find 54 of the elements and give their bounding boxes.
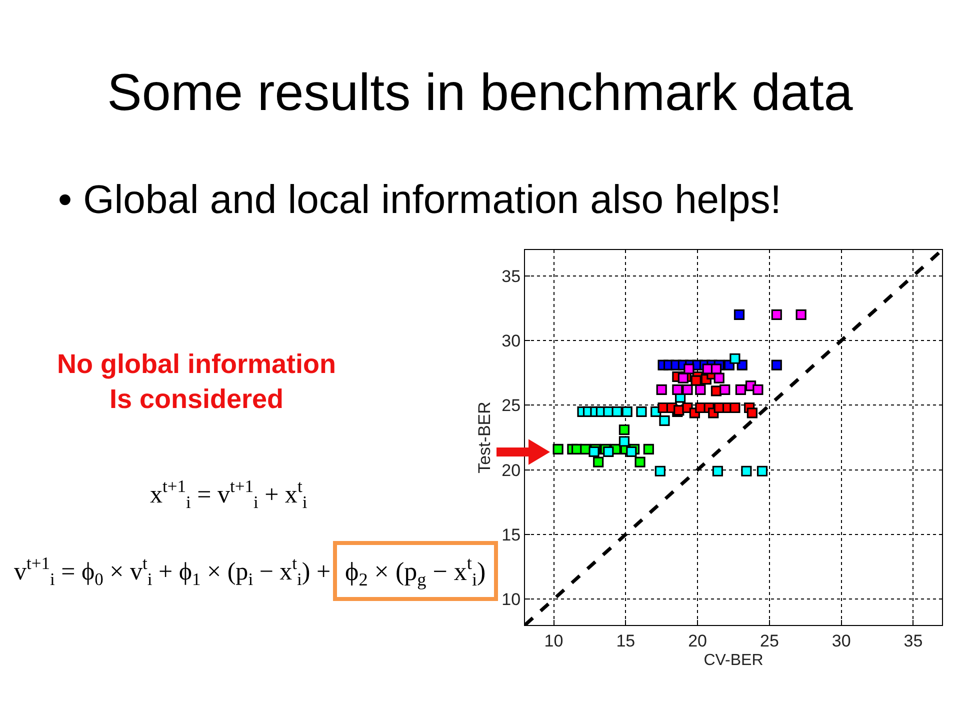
y-tick-label: 10 xyxy=(502,590,521,610)
point xyxy=(618,436,630,447)
point xyxy=(695,384,706,395)
x-tick-label: 20 xyxy=(688,631,708,650)
text: ϕ$_{2}$ × (p$_{g}$ − x$^{t}$$_{i}$) xyxy=(345,553,486,590)
point xyxy=(752,384,764,395)
y-tick-label: 20 xyxy=(502,460,521,480)
point xyxy=(741,466,752,476)
point xyxy=(710,364,722,374)
point xyxy=(735,384,746,395)
point xyxy=(714,372,724,384)
y-tick-label: 35 xyxy=(502,266,521,286)
x-tick-label: 35 xyxy=(904,631,923,650)
point xyxy=(654,466,666,476)
point xyxy=(659,415,670,426)
point xyxy=(626,446,637,458)
point xyxy=(734,309,745,320)
point xyxy=(603,446,614,458)
point xyxy=(796,309,806,320)
point xyxy=(756,466,768,476)
point xyxy=(622,406,632,417)
point xyxy=(656,384,667,395)
chart-subtitle: • Global and local information also helps! xyxy=(58,178,782,222)
point xyxy=(552,444,564,454)
x-tick-label: 30 xyxy=(832,631,851,650)
point xyxy=(712,466,723,476)
point xyxy=(643,444,654,454)
point xyxy=(730,402,740,414)
point xyxy=(593,456,604,468)
point xyxy=(771,360,782,370)
point xyxy=(720,384,730,395)
x-axis-title: CV-BER xyxy=(704,652,764,670)
chart-title: Some results in benchmark data xyxy=(107,64,853,122)
point xyxy=(771,309,782,320)
point xyxy=(672,384,683,395)
point xyxy=(636,406,647,417)
y-tick-label: 30 xyxy=(502,331,521,350)
y-tick-label: 15 xyxy=(502,525,521,544)
x-tick-label: 15 xyxy=(616,631,636,650)
x-tick-label: 10 xyxy=(544,631,564,650)
y-axis-title: Test-BER xyxy=(475,402,494,474)
text: No global information Is considered xyxy=(57,349,336,414)
point xyxy=(612,406,622,417)
point xyxy=(730,353,740,364)
point xyxy=(588,446,600,458)
point xyxy=(682,384,693,395)
x-tick-label: 25 xyxy=(760,631,779,650)
point xyxy=(746,408,758,418)
point xyxy=(678,372,688,384)
y-tick-label: 25 xyxy=(502,396,521,416)
point xyxy=(634,456,646,468)
point xyxy=(684,364,694,374)
text: v$^{t+1}$$_{i}$ = ϕ$_{0}$ × v$^{t}$$_{i}$ + ϕ$_{1}$ × (p$_{i}$ − x$^{t}$$_{i}$) + xyxy=(14,553,331,589)
point xyxy=(618,424,630,436)
